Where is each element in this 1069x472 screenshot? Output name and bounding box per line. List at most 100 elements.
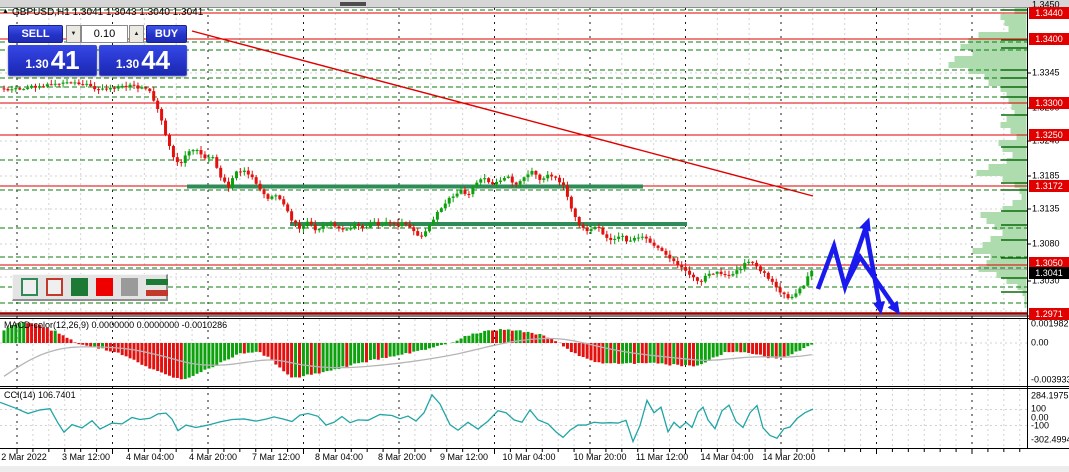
candle-body [447,197,451,204]
candle-body [652,242,656,246]
volume-profile-bar [960,44,1027,50]
macd-bar [573,343,577,354]
candle-body [593,226,597,230]
sell-price-display[interactable]: 1.30 41 [8,45,97,76]
volume-profile-bar [988,80,1027,86]
color-swatch[interactable] [46,278,63,296]
candle-body [585,227,589,232]
candle-body [160,109,164,121]
macd-bar [463,335,467,343]
time-axis-label: 10 Mar 04:00 [502,452,556,462]
macd-bar [439,343,443,345]
candle-body [660,247,664,251]
macd-bar [597,343,601,363]
macd-bar [26,323,30,343]
volume-profile-bar [1008,26,1027,32]
macd-label: MACD-color(12,26,9) 0.0000000 0.0000000 … [4,320,228,330]
candle-body [601,228,605,235]
macd-bar [660,343,664,364]
candle-body [93,86,97,90]
buy-button[interactable]: BUY [146,25,187,43]
macd-bar [731,343,735,353]
macd-bar [294,343,298,378]
candle-body [495,181,498,185]
candle-body [455,193,459,197]
candle-body [10,89,14,91]
macd-bar [120,343,124,356]
lot-decrease-button[interactable]: ▼ [66,25,81,43]
candle-body [617,236,621,239]
candle-body [569,196,573,209]
macd-bar [554,341,558,343]
color-swatch[interactable] [96,278,113,296]
macd-bar [364,343,368,363]
color-swatch[interactable] [71,278,88,296]
macd-bar [475,333,479,343]
price-level-badge: 1.2971 [1029,308,1069,320]
forecast-arrow[interactable] [815,217,871,295]
forecast-arrow[interactable] [843,252,900,315]
candle-body [640,236,644,238]
candle-body [317,228,321,231]
macd-bar [672,343,676,365]
candle-body [152,91,156,101]
candle-body [561,182,565,186]
volume-profile-bar [1011,104,1027,110]
candle-body [85,83,89,85]
candle-body [274,195,278,197]
volume-profile-bar [1006,116,1027,122]
sell-button[interactable]: SELL [8,25,63,43]
macd-bar [719,343,723,355]
candle-body [250,174,254,178]
macd-bar [223,343,227,361]
macd-bar [648,343,652,363]
forecast-arrow[interactable] [863,229,885,315]
indicator-axis-value: 0.00 [1031,412,1049,422]
candle-body [798,288,802,294]
macd-bar [526,331,530,343]
macd-bar [246,343,250,353]
color-swatch[interactable] [21,278,38,296]
macd-bar [506,329,510,343]
macd-bar [238,343,242,354]
candle-body [558,177,562,183]
macd-bar [420,343,424,350]
candle-body [408,224,412,228]
candle-body [301,226,305,229]
macd-bar [640,343,644,364]
lot-increase-button[interactable]: ▲ [129,25,144,43]
macd-bar [282,343,286,372]
buy-price-display[interactable]: 1.30 44 [99,45,187,76]
macd-bar [171,343,175,378]
price-level-badge: 1.3400 [1029,33,1069,45]
lot-size-input[interactable] [81,25,128,43]
macd-bar [735,343,739,352]
candle-body [707,273,711,276]
candle-body [510,176,514,183]
candle-body [219,167,223,178]
price-tick-label: 1.3030 [1032,275,1060,286]
candle-body [290,211,294,221]
macd-bar [65,337,69,343]
macd-bar [325,343,329,372]
candle-body [187,151,191,156]
macd-bar [89,343,93,348]
bottom-strip [0,466,1069,472]
candle-body [329,222,333,226]
candle-body [65,82,69,84]
color-swatch[interactable] [146,278,168,296]
macd-bar [778,343,782,358]
candle-body [475,182,479,187]
color-swatch[interactable] [121,278,138,296]
candle-body [443,203,447,209]
macd-bar [652,343,656,363]
candle-body [171,145,175,158]
candle-body [175,157,179,163]
candle-body [341,228,345,230]
splitter-handle[interactable] [340,2,366,6]
candle-body [684,267,688,271]
macd-bar [290,343,294,378]
collapse-panel-icon[interactable]: ▲ [2,8,9,15]
macd-bar [396,343,400,356]
